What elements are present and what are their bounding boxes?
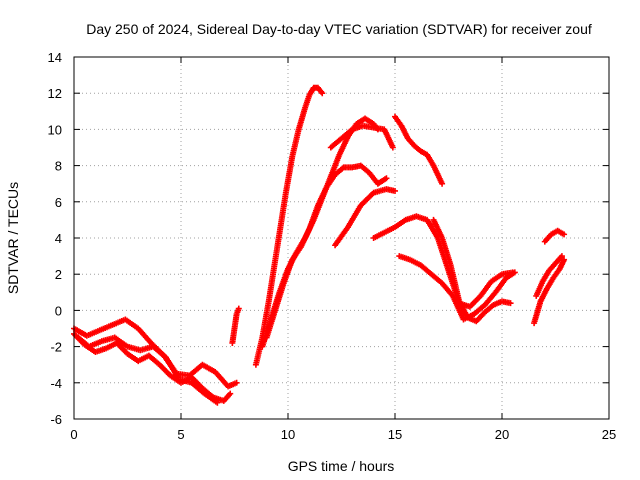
data-point: [511, 269, 518, 276]
y-tick-label: 6: [55, 195, 62, 210]
data-point: [233, 379, 240, 386]
plot-frame: [73, 56, 610, 420]
x-tick-label: 10: [281, 427, 295, 442]
data-point: [389, 144, 396, 151]
data-point: [235, 305, 242, 312]
y-tick-label: -4: [50, 376, 62, 391]
data-points: [71, 84, 568, 406]
x-tick-label: 15: [388, 427, 402, 442]
x-tick-label: 0: [70, 427, 77, 442]
x-tick-label: 20: [495, 427, 509, 442]
x-axis-label: GPS time / hours: [288, 458, 395, 474]
data-point: [319, 90, 326, 97]
data-point: [439, 180, 446, 187]
x-tick-label: 25: [602, 427, 616, 442]
x-axis-ticks: 0 5 10 15 20 25: [70, 57, 616, 442]
y-axis-ticks: -6 -4 -2 0 2 4 6 8 10 12 14: [48, 50, 609, 427]
data-point: [507, 300, 514, 307]
data-point: [392, 187, 398, 194]
data-point: [214, 399, 221, 406]
y-tick-label: 14: [48, 50, 62, 65]
x-tick-label: 5: [177, 427, 184, 442]
y-tick-label: 2: [55, 267, 62, 282]
y-tick-label: 12: [48, 86, 62, 101]
y-tick-label: 0: [55, 303, 62, 318]
data-point: [383, 175, 390, 182]
chart-title: Day 250 of 2024, Sidereal Day-to-day VTE…: [86, 21, 592, 37]
y-tick-label: -6: [50, 412, 62, 427]
y-tick-label: 10: [48, 122, 62, 137]
y-tick-label: -2: [50, 340, 62, 355]
y-tick-label: 4: [55, 231, 62, 246]
data-point: [227, 390, 234, 397]
data-point: [558, 253, 565, 260]
y-axis-label: SDTVAR / TECUs: [5, 182, 21, 294]
data-point: [561, 231, 568, 238]
y-tick-label: 8: [55, 159, 62, 174]
